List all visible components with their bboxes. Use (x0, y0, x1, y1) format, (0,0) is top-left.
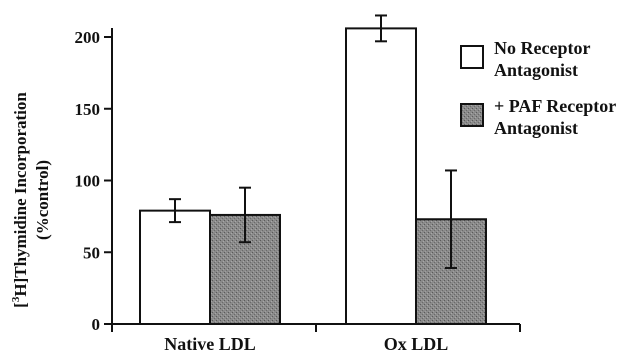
bars (139, 14, 487, 325)
x-tick-label: Ox LDL (384, 334, 449, 352)
legend-swatch (460, 45, 484, 69)
bar-no-antagonist (345, 27, 417, 325)
y-tick-label: 150 (75, 100, 101, 119)
x-tick-label: Native LDL (164, 334, 256, 352)
y-tick-label: 50 (83, 243, 100, 262)
y-tick-label: 0 (92, 315, 101, 334)
legend-label: No Receptor (494, 38, 590, 58)
y-ticks: 0 50 100 150 200 (75, 28, 112, 334)
y-axis-title-rest: H]Thymidine Incorporation (11, 92, 30, 297)
y-tick-label: 100 (75, 172, 101, 191)
y-axis-title-bracket: [ (11, 302, 30, 308)
y-axis-title-line2: (%control) (33, 160, 52, 240)
bar-no-antagonist (139, 209, 211, 325)
x-tick-labels: Native LDL Ox LDL (164, 334, 448, 352)
legend-label: + PAF Receptor (494, 96, 616, 116)
legend-swatch (460, 103, 484, 127)
y-axis-title-superscript: 3 (10, 296, 22, 302)
y-axis-title: [3H]Thymidine Incorporation (%control) (10, 92, 52, 308)
y-tick-label: 200 (75, 28, 101, 47)
legend-label: Antagonist (494, 118, 578, 138)
legend-label: Antagonist (494, 60, 578, 80)
svg-text:[3H]Thymidine Incorporation: [3H]Thymidine Incorporation (10, 92, 30, 308)
